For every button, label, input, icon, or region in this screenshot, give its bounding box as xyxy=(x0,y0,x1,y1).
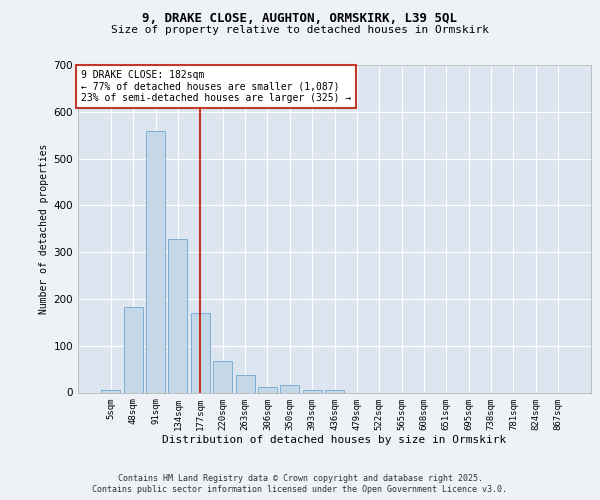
Y-axis label: Number of detached properties: Number of detached properties xyxy=(40,144,49,314)
Bar xyxy=(258,387,277,392)
Bar xyxy=(146,132,165,392)
Text: 9 DRAKE CLOSE: 182sqm
← 77% of detached houses are smaller (1,087)
23% of semi-d: 9 DRAKE CLOSE: 182sqm ← 77% of detached … xyxy=(80,70,351,103)
Text: Size of property relative to detached houses in Ormskirk: Size of property relative to detached ho… xyxy=(111,25,489,35)
Bar xyxy=(213,360,232,392)
Text: 9, DRAKE CLOSE, AUGHTON, ORMSKIRK, L39 5QL: 9, DRAKE CLOSE, AUGHTON, ORMSKIRK, L39 5… xyxy=(143,12,458,26)
X-axis label: Distribution of detached houses by size in Ormskirk: Distribution of detached houses by size … xyxy=(163,435,506,445)
Bar xyxy=(325,390,344,392)
Text: Contains HM Land Registry data © Crown copyright and database right 2025.
Contai: Contains HM Land Registry data © Crown c… xyxy=(92,474,508,494)
Bar xyxy=(191,313,210,392)
Bar xyxy=(236,374,254,392)
Bar xyxy=(280,386,299,392)
Bar xyxy=(101,390,121,392)
Bar xyxy=(124,307,143,392)
Bar xyxy=(302,390,322,392)
Bar xyxy=(169,239,187,392)
